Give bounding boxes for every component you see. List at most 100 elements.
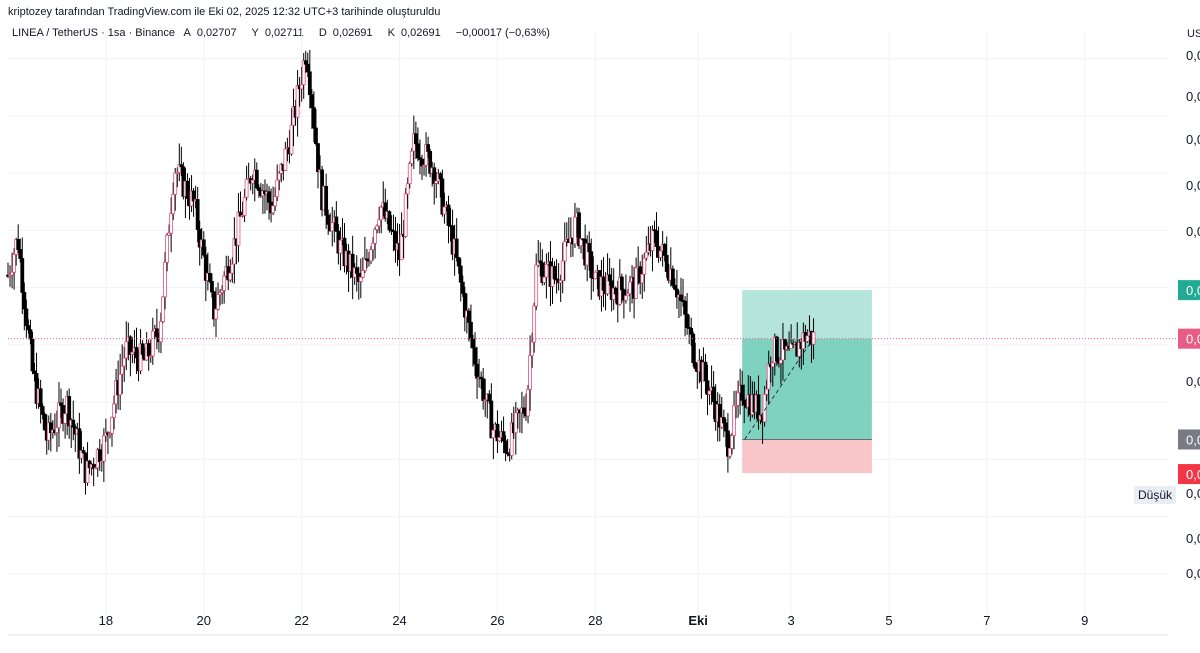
price-axis-tick-label: 0,0 [1186,132,1200,147]
candle-body [413,133,418,145]
candle-body [766,363,771,390]
low-label: Düşük [1134,486,1177,504]
candle-body [781,339,785,361]
chart-overlays [8,338,1178,440]
time-axis-tick-label: 24 [392,613,406,628]
candle-body [626,293,630,297]
candle-body [481,378,486,401]
time-axis: 18 20 22 24 26 28 Eki 3 5 7 9 [99,613,1089,628]
ohlc-open: A 0,02707 [183,27,237,39]
time-axis-tick-label: 26 [490,613,504,628]
candle-body [462,292,467,318]
candle-body [662,243,667,256]
candle-body [458,265,463,283]
candle-body [579,238,583,247]
candle-body [726,430,730,457]
candle-body [509,422,514,456]
price-axis-currency[interactable]: US [1187,28,1200,40]
candle-body [22,291,27,310]
candle-body [138,343,143,372]
candle-body [93,467,98,470]
candle-body [309,94,314,108]
candle-body [479,376,484,380]
candle-body [299,84,304,90]
candle-body [513,412,518,434]
candlestick-series [6,49,816,495]
candle-body [67,396,72,427]
candle-body [40,406,45,415]
profit-zone-filled [742,338,872,440]
candle-body [101,435,106,462]
candle-body [454,238,459,258]
candle-body [717,403,722,428]
candle-body [77,428,82,459]
candle-body [16,238,21,250]
candle-body [212,291,216,320]
candle-body [774,336,779,362]
candle-body [165,234,169,263]
candle-body [679,294,683,301]
candle-body [624,295,628,301]
candle-body [140,343,145,355]
candle-body [652,229,657,232]
time-axis-tick-label: 20 [197,613,211,628]
candle-body [289,124,294,155]
candle-body [642,257,647,275]
candle-body [232,238,237,265]
candle-body [238,211,243,217]
candle-body [167,232,172,236]
candle-body [20,258,25,293]
candle-body [250,179,255,184]
candle-body [191,190,196,202]
candle-body [405,183,410,195]
price-axis-tick-label: 0,0 [1186,566,1200,581]
candle-body [18,249,23,259]
symbol-name[interactable]: LINEA / TetherUS · 1sa · Binance [12,27,176,39]
candle-body [267,191,271,203]
candle-body [377,219,382,227]
candle-body [387,211,392,231]
time-axis-tick-label: 28 [588,613,602,628]
candle-body [736,392,740,406]
candle-body [236,211,241,246]
price-axis-tick-label: 0,0 [1186,89,1200,104]
candle-body [732,405,736,436]
candle-body [670,268,675,286]
candle-body [312,107,316,129]
candle-body [487,393,492,402]
candle-body [110,416,114,434]
current-price-badge [1178,328,1200,349]
candle-body [10,271,14,276]
candle-body [446,204,451,226]
ohlc-high: Y 0,02711 [251,27,304,39]
candle-body [32,370,37,374]
candle-body [683,300,687,315]
candle-body [146,343,151,357]
price-axis-tick-label: 0,0 [1186,48,1200,63]
candle-body [154,328,159,337]
candle-body [354,267,359,274]
entry-price-badge-label: 0,0 [1186,432,1200,447]
candle-body [675,288,679,298]
candle-body [148,355,153,358]
candle-body [63,413,68,424]
candle-body [130,351,135,355]
candle-body [301,60,306,86]
candle-body [730,435,734,449]
candle-body [128,336,133,355]
candle-body [350,253,355,278]
candle-body [273,196,278,207]
candle-body [203,254,208,281]
candle-body [797,342,802,357]
candle-body [691,333,696,363]
candle-body [256,187,261,191]
candle-body [542,276,547,283]
candle-body [124,341,129,359]
price-axis-tick-label: 0,0 [1186,531,1200,546]
candle-body [197,229,202,248]
time-axis-tick-label: Eki [688,613,708,628]
candle-body [85,460,90,484]
candle-body [173,172,178,195]
low-price-value: 0,0 [1186,486,1200,501]
